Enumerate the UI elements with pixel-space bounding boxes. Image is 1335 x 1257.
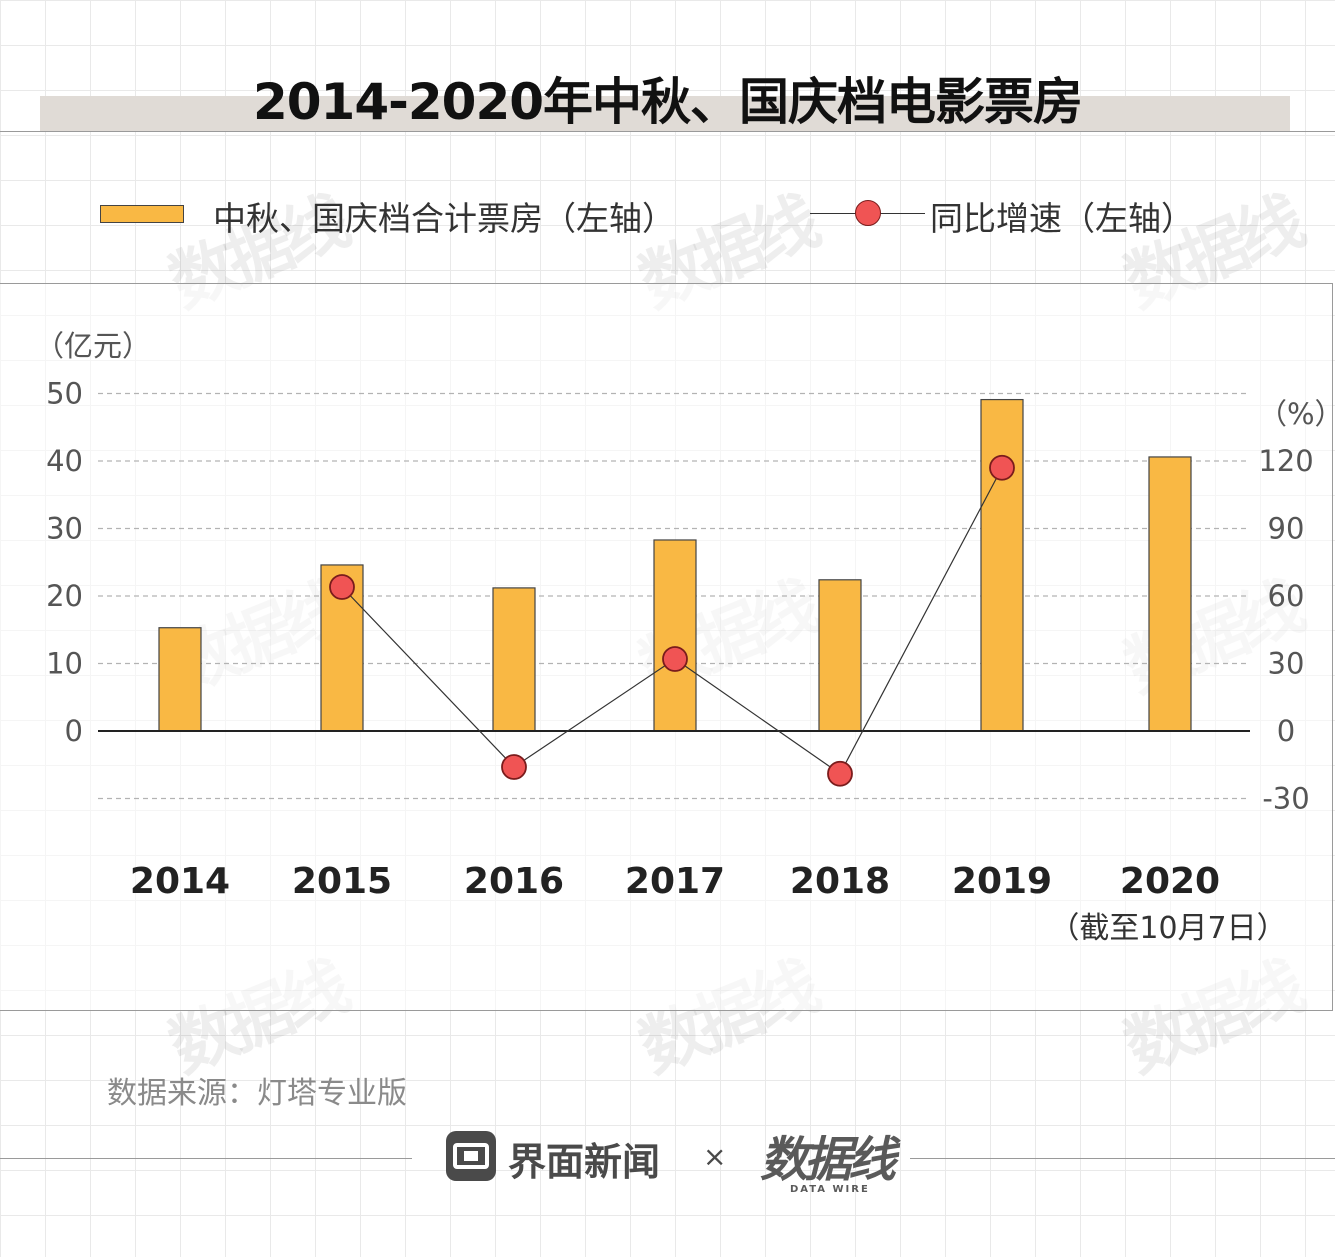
right-axis-tick-label: 30: [1268, 647, 1305, 681]
legend-bar-swatch: [100, 205, 184, 223]
bar-2020: [1148, 456, 1192, 732]
x-axis-category-label: 2017: [625, 861, 725, 902]
left-axis-unit-label: （亿元）: [35, 329, 151, 363]
jiemian-logo-icon: [446, 1131, 496, 1181]
jiemian-brand: 界面新闻: [508, 1140, 661, 1184]
datawire-logo: 数据线: [760, 1132, 896, 1188]
left-axis-tick-label: 30: [46, 512, 83, 546]
right-axis-tick-label: 90: [1268, 512, 1305, 546]
right-axis-unit-label: （%）: [1258, 397, 1335, 431]
left-axis-tick-label: 50: [46, 377, 83, 411]
footer-divider-left: [0, 1158, 412, 1159]
title-band: [40, 96, 1290, 132]
source-note: 数据来源：灯塔专业版: [107, 1076, 407, 1111]
x-axis-category-label: 2018: [790, 861, 890, 902]
growth-point-2016: [501, 754, 527, 780]
datawire-logo-subtitle: DATA WIRE: [790, 1184, 870, 1195]
left-axis-tick-label: 0: [65, 714, 83, 748]
bar-2017: [653, 539, 697, 732]
growth-point-2015: [329, 574, 355, 600]
right-axis-tick-label: -30: [1262, 782, 1309, 816]
right-axis-tick-label: 60: [1268, 579, 1305, 613]
left-axis-tick-label: 40: [46, 444, 83, 478]
x-axis-category-label: 2014: [130, 861, 230, 902]
bar-2019: [980, 398, 1024, 732]
right-axis-tick-label: 120: [1258, 444, 1313, 478]
x-axis-category-label: 2015: [292, 861, 392, 902]
legend-bar-label: 中秋、国庆档合计票房（左轴）: [213, 199, 675, 238]
growth-point-2018: [827, 760, 853, 787]
x-axis-category-label: 2019: [952, 861, 1052, 902]
x-axis-category-label: 2020: [1120, 861, 1220, 902]
left-axis-tick-label: 20: [46, 579, 83, 613]
growth-point-2019: [989, 454, 1015, 481]
footer-divider-right: [910, 1158, 1335, 1159]
x-axis-category-label: 2016: [464, 861, 564, 902]
left-axis-tick-label: 10: [46, 647, 83, 681]
bar-2016: [492, 587, 536, 732]
bar-2018: [818, 579, 862, 732]
title-divider: [0, 131, 1335, 132]
legend-line-label: 同比增速（左轴）: [930, 199, 1194, 238]
growth-point-2017: [662, 646, 688, 672]
right-axis-tick-label: 0: [1277, 714, 1295, 748]
legend-dot-marker: [855, 200, 881, 226]
category-note: （截至10月7日）: [1049, 911, 1286, 946]
bar-2014: [158, 627, 202, 732]
times-sign: ×: [703, 1140, 727, 1173]
chart-title: 2014-2020年中秋、国庆档电影票房: [252, 73, 1083, 131]
